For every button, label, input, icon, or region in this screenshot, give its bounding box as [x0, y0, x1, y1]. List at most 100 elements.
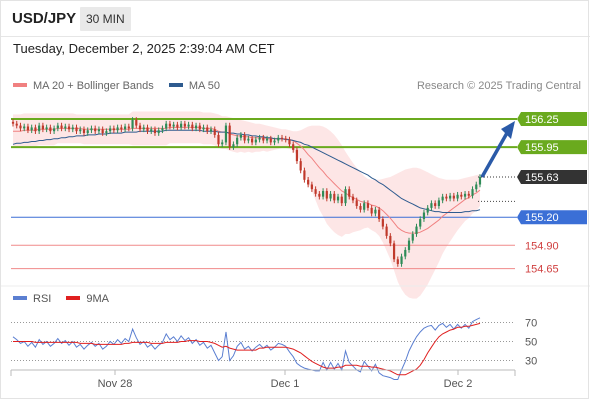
candle-body	[82, 129, 86, 134]
candle-body	[348, 189, 351, 197]
x-tick-Dec-1: Dec 1	[271, 378, 300, 390]
candle-body	[251, 138, 254, 143]
candle-body	[30, 127, 33, 131]
candle-body	[19, 125, 22, 129]
candle-body	[71, 127, 74, 130]
candle-body	[359, 205, 362, 210]
candle-body	[34, 127, 37, 132]
candle-body	[38, 125, 41, 132]
candle-body	[441, 196, 444, 201]
candle-body	[437, 200, 441, 206]
level-tag-155.20: 155.20	[525, 212, 559, 224]
9ma-swatch	[66, 296, 81, 301]
candle-body	[180, 123, 183, 128]
candle-body	[463, 193, 467, 197]
candle-body	[146, 127, 149, 132]
candle-body	[295, 149, 299, 162]
candle-body	[127, 126, 130, 129]
candle-body	[273, 140, 276, 143]
candle-body	[131, 119, 134, 129]
candle-body	[142, 127, 145, 130]
candle-body	[213, 129, 216, 135]
candle-body	[41, 125, 44, 130]
candle-body	[120, 127, 123, 130]
symbol-title: USD/JPY	[12, 10, 77, 27]
candle-body	[426, 207, 429, 213]
candle-body	[449, 195, 452, 199]
bollinger-band-area	[13, 111, 480, 299]
chart-header: USD/JPY 30 MIN	[0, 0, 590, 37]
candle-body	[475, 184, 478, 190]
candle-body	[370, 207, 373, 214]
candle-body	[445, 196, 448, 199]
legend-item-ma20: MA 20 + Bollinger Bands	[13, 80, 154, 92]
candle-body	[198, 125, 201, 130]
candle-body	[232, 144, 235, 148]
level-tag-bg-156.25	[517, 112, 587, 127]
level-tag-154.90: 154.90	[525, 240, 559, 252]
candle-body	[378, 209, 381, 220]
candle-body	[277, 137, 280, 141]
target-arrow-shaft	[480, 132, 509, 178]
candle-body	[11, 121, 15, 124]
candle-body	[258, 137, 261, 140]
candle-body	[161, 128, 164, 131]
candle-body	[363, 203, 366, 210]
candle-body	[45, 127, 48, 130]
candle-body	[471, 189, 474, 196]
legend-label-ma20: MA 20 + Bollinger Bands	[33, 80, 154, 92]
candle-body	[79, 129, 82, 132]
x-tick-Nov-28: Nov 28	[98, 378, 133, 390]
candle-body	[419, 219, 422, 227]
candle-body	[116, 127, 119, 131]
candle-body	[90, 128, 93, 131]
level-tag-154.65: 154.65	[525, 264, 559, 276]
candle-body	[288, 139, 291, 145]
candle-body	[265, 138, 269, 141]
candle-body	[217, 134, 220, 145]
candle-body	[64, 126, 67, 129]
candle-body	[94, 128, 97, 132]
candle-body	[56, 125, 59, 129]
timestamp: Tuesday, December 2, 2025 2:39:04 AM CET	[13, 41, 275, 56]
candle-body	[467, 193, 470, 196]
candle-body	[344, 189, 347, 204]
research-credit: Research © 2025 Trading Central	[416, 80, 581, 92]
candle-body	[150, 129, 153, 132]
candle-body	[228, 125, 231, 148]
candle-body	[183, 123, 186, 127]
candle-body	[224, 125, 228, 143]
rsi-tick-50: 50	[525, 337, 537, 349]
candle-body	[254, 139, 257, 143]
candle-body	[460, 194, 463, 197]
candle-body	[206, 127, 209, 132]
candle-body	[366, 203, 370, 208]
candle-body	[101, 129, 104, 134]
legend-label-9ma: 9MA	[86, 293, 110, 305]
level-tag-155.95: 155.95	[525, 142, 559, 154]
candle-body	[67, 126, 71, 130]
level-tag-156.25: 156.25	[525, 114, 559, 126]
candle-body	[389, 235, 392, 244]
candle-body	[105, 131, 108, 134]
candle-body	[60, 125, 63, 129]
candle-body	[411, 234, 414, 241]
candle-body	[310, 184, 313, 190]
timeframe-badge[interactable]: 30 MIN	[80, 7, 131, 31]
candle-body	[307, 179, 310, 185]
candle-body	[15, 123, 18, 126]
candle-body	[123, 126, 127, 130]
rsi-swatch	[13, 296, 27, 301]
candle-body	[396, 259, 399, 264]
candle-body	[109, 128, 112, 132]
candle-body	[153, 129, 157, 134]
candle-body	[392, 243, 396, 260]
rsi-9ma-line	[13, 322, 481, 376]
legend-item-rsi: RSI	[13, 293, 51, 305]
candle-body	[187, 124, 190, 127]
candle-body	[407, 240, 411, 250]
candle-body	[262, 137, 265, 141]
candle-body	[112, 128, 115, 131]
candle-body	[194, 125, 198, 129]
